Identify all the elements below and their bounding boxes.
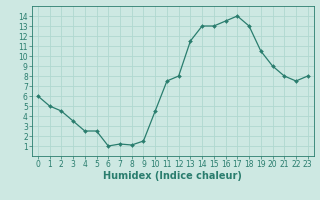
X-axis label: Humidex (Indice chaleur): Humidex (Indice chaleur) xyxy=(103,171,242,181)
